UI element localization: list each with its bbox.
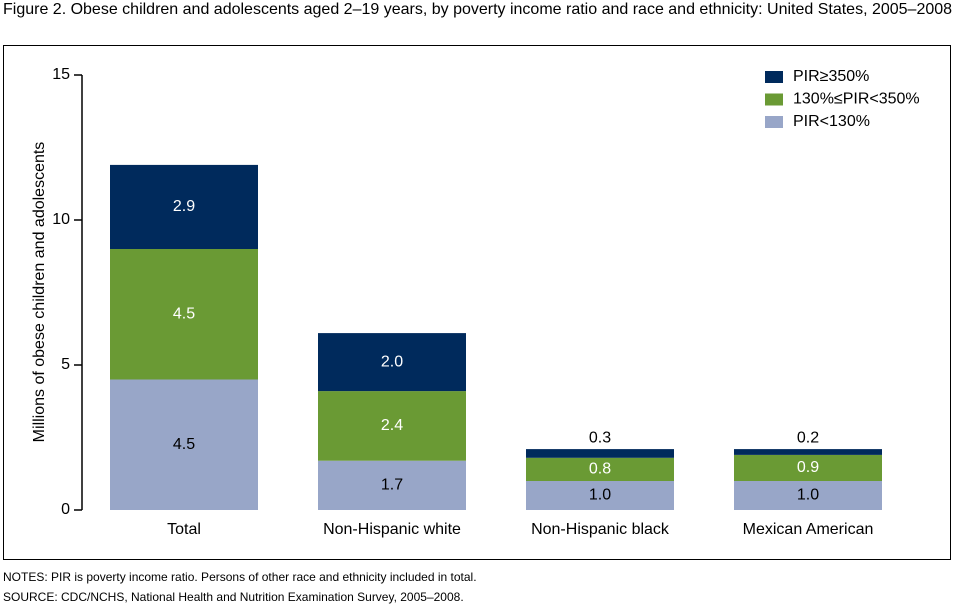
value-label: 2.4 — [381, 417, 403, 434]
bar-segment — [318, 460, 466, 510]
bar-segment — [526, 457, 674, 481]
value-label: 1.0 — [589, 487, 611, 504]
bar-segment — [734, 449, 882, 455]
value-label: 0.3 — [589, 429, 611, 446]
bar-segment — [734, 481, 882, 510]
bar-segment — [526, 449, 674, 458]
value-label: 0.8 — [589, 461, 611, 478]
legend-label: PIR≥350% — [793, 68, 869, 85]
x-tick-label: Non-Hispanic black — [531, 521, 670, 538]
y-tick-label: 10 — [52, 211, 70, 228]
x-tick-label: Non-Hispanic white — [323, 521, 461, 538]
bar-segment — [526, 481, 674, 510]
value-label: 0.9 — [797, 459, 819, 476]
legend-label: 130%≤PIR<350% — [793, 91, 920, 108]
bar-segment — [110, 249, 258, 380]
value-label: 1.7 — [381, 477, 403, 494]
x-tick-label: Mexican American — [743, 521, 874, 538]
y-tick-label: 5 — [61, 356, 70, 373]
value-label: 1.0 — [797, 487, 819, 504]
bar-segment — [318, 391, 466, 461]
bar-segment — [734, 454, 882, 481]
note: NOTES: PIR is poverty income ratio. Pers… — [3, 570, 477, 584]
chart-title: Figure 2. Obese children and adolescents… — [3, 1, 953, 18]
y-axis-label: Millions of obese children and adolescen… — [31, 142, 48, 443]
y-tick-label: 15 — [52, 66, 70, 83]
chart-frame — [3, 45, 951, 560]
value-label: 0.2 — [797, 429, 819, 446]
value-label: 2.0 — [381, 353, 403, 370]
legend-label: PIR<130% — [793, 113, 870, 130]
note: SOURCE: CDC/NCHS, National Health and Nu… — [3, 590, 464, 604]
value-label: 4.5 — [173, 436, 195, 453]
legend-swatch — [765, 93, 783, 106]
bar-segment — [110, 379, 258, 510]
legend-swatch — [765, 116, 783, 128]
value-label: 2.9 — [173, 198, 195, 215]
x-tick-label: Total — [167, 521, 201, 538]
bar-segment — [110, 164, 258, 249]
value-label: 4.5 — [173, 305, 195, 322]
y-tick-label: 0 — [61, 501, 70, 518]
bar-segment — [318, 333, 466, 392]
legend-swatch — [765, 71, 783, 83]
